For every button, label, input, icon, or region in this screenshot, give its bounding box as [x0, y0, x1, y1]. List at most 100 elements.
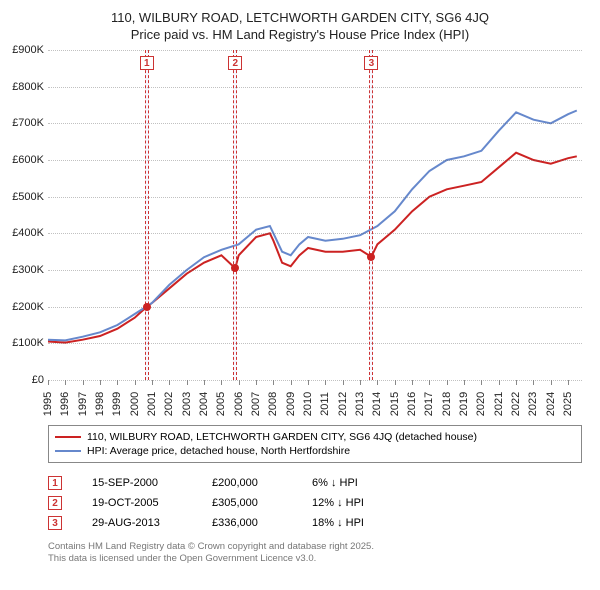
x-tick [187, 380, 188, 385]
sale-dot [367, 253, 375, 261]
x-tick [533, 380, 534, 385]
x-tick [152, 380, 153, 385]
chart-container: 110, WILBURY ROAD, LETCHWORTH GARDEN CIT… [0, 0, 600, 571]
legend-label: HPI: Average price, detached house, Nort… [87, 445, 350, 457]
gridline [48, 87, 582, 88]
legend-row: 110, WILBURY ROAD, LETCHWORTH GARDEN CIT… [55, 430, 575, 444]
x-tick [308, 380, 309, 385]
x-tick [256, 380, 257, 385]
x-tick [83, 380, 84, 385]
sale-dot [143, 303, 151, 311]
x-tick [204, 380, 205, 385]
y-axis-label: £600K [12, 154, 44, 166]
x-axis-label: 2011 [319, 392, 331, 416]
x-axis-label: 2018 [441, 392, 453, 416]
x-axis-label: 1995 [42, 392, 54, 416]
y-axis-label: £500K [12, 191, 44, 203]
x-tick [568, 380, 569, 385]
x-tick [169, 380, 170, 385]
y-axis-label: £800K [12, 81, 44, 93]
sale-date: 19-OCT-2005 [92, 497, 182, 509]
gridline [48, 307, 582, 308]
title-block: 110, WILBURY ROAD, LETCHWORTH GARDEN CIT… [10, 10, 590, 42]
x-axis-label: 1998 [94, 392, 106, 416]
sale-number-badge: 1 [48, 476, 62, 490]
x-axis-label: 2017 [423, 392, 435, 416]
sale-row: 219-OCT-2005£305,00012% ↓ HPI [48, 493, 590, 513]
y-axis-label: £400K [12, 227, 44, 239]
sales-table: 115-SEP-2000£200,0006% ↓ HPI219-OCT-2005… [48, 473, 590, 533]
x-axis-label: 2012 [337, 392, 349, 416]
sale-marker-flag: 1 [140, 56, 154, 70]
gridline [48, 233, 582, 234]
y-axis-label: £700K [12, 117, 44, 129]
sale-price: £305,000 [212, 497, 282, 509]
x-axis-label: 2014 [371, 392, 383, 416]
x-axis-label: 2016 [406, 392, 418, 416]
legend-box: 110, WILBURY ROAD, LETCHWORTH GARDEN CIT… [48, 425, 582, 463]
chart-lines-svg [48, 50, 582, 380]
x-tick [516, 380, 517, 385]
x-axis-label: 2020 [475, 392, 487, 416]
gridline [48, 160, 582, 161]
x-tick [447, 380, 448, 385]
x-tick [221, 380, 222, 385]
x-tick [360, 380, 361, 385]
x-axis-label: 1999 [111, 392, 123, 416]
sale-marker-flag: 2 [228, 56, 242, 70]
gridline [48, 343, 582, 344]
x-tick [395, 380, 396, 385]
x-tick [325, 380, 326, 385]
sale-row: 115-SEP-2000£200,0006% ↓ HPI [48, 473, 590, 493]
series-line-property [48, 153, 577, 343]
x-tick [377, 380, 378, 385]
x-axis-label: 2004 [198, 392, 210, 416]
x-tick [551, 380, 552, 385]
title-line-1: 110, WILBURY ROAD, LETCHWORTH GARDEN CIT… [10, 10, 590, 25]
x-axis-label: 2021 [493, 392, 505, 416]
title-line-2: Price paid vs. HM Land Registry's House … [10, 27, 590, 42]
x-tick [48, 380, 49, 385]
gridline [48, 380, 582, 381]
x-tick [464, 380, 465, 385]
sale-date: 29-AUG-2013 [92, 517, 182, 529]
sale-price: £336,000 [212, 517, 282, 529]
y-axis-label: £200K [12, 301, 44, 313]
x-axis-label: 2008 [267, 392, 279, 416]
gridline [48, 123, 582, 124]
sale-pct-vs-hpi: 12% ↓ HPI [312, 497, 402, 509]
x-axis-label: 2013 [354, 392, 366, 416]
sale-number-badge: 3 [48, 516, 62, 530]
chart-area: £0£100K£200K£300K£400K£500K£600K£700K£80… [48, 50, 582, 380]
sale-dot [231, 264, 239, 272]
legend-swatch [55, 436, 81, 438]
gridline [48, 50, 582, 51]
x-tick [239, 380, 240, 385]
x-tick [117, 380, 118, 385]
x-tick [135, 380, 136, 385]
sale-date: 15-SEP-2000 [92, 477, 182, 489]
x-tick [100, 380, 101, 385]
y-axis-label: £300K [12, 264, 44, 276]
y-axis-label: £0 [32, 374, 44, 386]
x-axis-label: 2003 [181, 392, 193, 416]
sale-row: 329-AUG-2013£336,00018% ↓ HPI [48, 513, 590, 533]
footer-line-2: This data is licensed under the Open Gov… [48, 553, 590, 565]
sale-marker-band [233, 50, 237, 380]
plot-region: £0£100K£200K£300K£400K£500K£600K£700K£80… [48, 50, 582, 380]
legend-swatch [55, 450, 81, 452]
x-axis-label: 2001 [146, 392, 158, 416]
x-tick [343, 380, 344, 385]
x-axis-label: 1996 [59, 392, 71, 416]
x-axis-label: 2022 [510, 392, 522, 416]
x-tick [429, 380, 430, 385]
x-axis-label: 2009 [285, 392, 297, 416]
x-axis-label: 2007 [250, 392, 262, 416]
x-tick [65, 380, 66, 385]
x-tick [412, 380, 413, 385]
x-axis-label: 2025 [562, 392, 574, 416]
sale-pct-vs-hpi: 6% ↓ HPI [312, 477, 402, 489]
x-axis-label: 2010 [302, 392, 314, 416]
x-tick [273, 380, 274, 385]
x-axis-label: 2015 [389, 392, 401, 416]
